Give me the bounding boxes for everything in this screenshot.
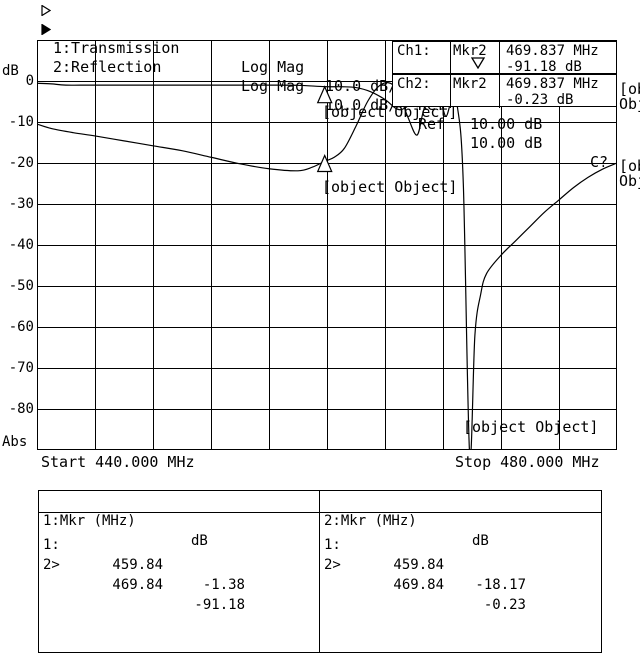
marker-db: -18.17: [475, 577, 526, 593]
marker-readout-ch2-frequency: 469.837 MHz: [506, 76, 599, 92]
marker-readout-ch2-marker: Mkr2: [451, 75, 500, 108]
marker-readout-ch1-frequency: 469.837 MHz: [506, 43, 599, 59]
marker-tables: 1:Mkr (MHz) dB 1: 459.84 -1.38 2> 469.84…: [38, 490, 602, 653]
marker-readout-box: Ch1: Mkr2 469.837 MHz -91.18 dB Ch2: Mkr…: [392, 41, 617, 108]
channel-1-inactive-marker-icon: [41, 5, 51, 16]
marker-freq: 459.84: [393, 557, 444, 573]
marker-freq: 469.84: [112, 577, 163, 593]
channel-1-format: Log Mag: [241, 58, 305, 76]
marker-table-ch2: 2:Mkr (MHz) dB 1: 459.84 -18.17 2> 469.8…: [320, 491, 601, 652]
marker-table-ch1-title: 1:Mkr (MHz): [43, 513, 136, 529]
y-tick-m60: -60: [8, 319, 34, 335]
marker-db: -0.23: [483, 597, 526, 613]
marker-table-ch2-row-2[interactable]: 2> 469.84 -0.23: [320, 535, 601, 613]
marker-tag-1-transmission: [object Object]: [322, 178, 458, 196]
marker-freq: 459.84: [112, 557, 163, 573]
sweep-start-label[interactable]: Start 440.000 MHz: [41, 453, 195, 471]
marker-id: 1:: [43, 537, 60, 553]
channel-2-ref-word: Ref: [418, 115, 446, 133]
y-tick-0: 0: [25, 73, 34, 89]
channel-2-active-marker-icon: [41, 24, 51, 35]
marker-table-ch1-row-1[interactable]: 1: 459.84 -1.38: [39, 515, 319, 593]
marker-table-ch1-row-2[interactable]: 2> 469.84 -91.18: [39, 535, 319, 613]
marker-db: -1.38: [202, 577, 245, 593]
trace-graph[interactable]: [object Object] [object Object] [object …: [37, 40, 640, 450]
marker-readout-ch1-channel: Ch1:: [393, 42, 451, 73]
marker-readout-ch1-marker: Mkr2: [451, 42, 500, 73]
marker-id: 1:: [324, 537, 341, 553]
y-tick-m20: -20: [8, 155, 34, 171]
marker-table-ch2-row-1[interactable]: 1: 459.84 -18.17: [320, 515, 601, 593]
y-tick-m80: -80: [8, 401, 34, 417]
channel-header: 1:Transmission Log Mag 10.0 dB/ Ref 10.0…: [0, 0, 640, 171]
marker-layer: [316, 80, 478, 173]
y-tick-m40: -40: [8, 237, 34, 253]
marker-table-ch2-db-header: dB: [472, 533, 489, 549]
channel-2-ref-value: 10.00 dB: [470, 134, 543, 152]
marker-readout-ch2-values: 469.837 MHz -0.23 dB: [500, 75, 616, 108]
channel-2-label: 2:Reflection: [53, 58, 162, 76]
trace-id-1: [object Object]: [619, 157, 640, 190]
marker-table-ch2-header: 2:Mkr (MHz) dB: [320, 491, 601, 549]
marker-table-ch1-db-header: dB: [191, 533, 208, 549]
trace-1: [37, 82, 617, 450]
marker-readout-row-ch1: Ch1: Mkr2 469.837 MHz -91.18 dB: [393, 42, 616, 75]
marker-readout-ch1-values: 469.837 MHz -91.18 dB: [500, 42, 616, 75]
marker-readout-row-ch2: Ch2: Mkr2 469.837 MHz -0.23 dB: [393, 75, 616, 108]
marker-table-ch1: 1:Mkr (MHz) dB 1: 459.84 -1.38 2> 469.84…: [39, 491, 320, 652]
y-tick-m70: -70: [8, 360, 34, 376]
marker-down-triangle-icon: [471, 57, 485, 69]
marker-table-ch1-header: 1:Mkr (MHz) dB: [39, 491, 319, 549]
marker-readout-ch2-channel: Ch2:: [393, 75, 451, 108]
marker-tag-1-reflection: [object Object]: [322, 103, 458, 121]
channel-2-correction: C?: [590, 153, 609, 171]
y-axis-mode-label: Abs: [2, 434, 28, 450]
channel-1-ref-value: 10.00 dB: [470, 115, 543, 133]
marker-tag-2-transmission: [object Object]: [463, 418, 599, 436]
marker-triangle-1[interactable]: [316, 85, 333, 104]
y-tick-m30: -30: [8, 196, 34, 212]
marker-id: 2>: [324, 557, 341, 573]
channel-row-2[interactable]: 2:Reflection Log Mag 10.0 dB/ Ref 10.00 …: [0, 20, 640, 171]
marker-readout-ch1-amplitude: -91.18 dB: [506, 59, 582, 75]
marker-freq: 469.84: [393, 577, 444, 593]
marker-table-ch2-title: 2:Mkr (MHz): [324, 513, 417, 529]
y-tick-m10: -10: [8, 114, 34, 130]
y-tick-m50: -50: [8, 278, 34, 294]
marker-id: 2>: [43, 557, 60, 573]
sweep-stop-label[interactable]: Stop 480.000 MHz: [455, 453, 600, 471]
y-axis: dB 0 -10 -20 -30 -40 -50 -60 -70 -80 Abs: [0, 40, 37, 450]
channel-2-scale: 10.0 dB/: [325, 96, 398, 114]
channel-row-1[interactable]: 1:Transmission Log Mag 10.0 dB/ Ref 10.0…: [0, 1, 640, 133]
y-axis-unit-label: dB: [2, 63, 19, 79]
channel-1-label: 1:Transmission: [53, 39, 180, 57]
marker-readout-ch2-amplitude: -0.23 dB: [506, 92, 574, 108]
trace-id-2: [object Object]: [619, 80, 640, 113]
marker-triangle-1[interactable]: [316, 154, 333, 173]
marker-db: -91.18: [194, 597, 245, 613]
